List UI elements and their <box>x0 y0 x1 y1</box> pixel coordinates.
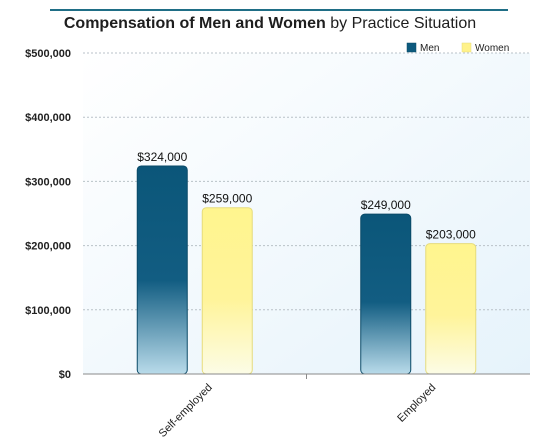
x-tick-label: Employed <box>395 382 438 425</box>
bar-women-employed <box>425 243 477 375</box>
legend: Men Women <box>406 42 509 54</box>
y-tick-label: $200,000 <box>25 241 71 253</box>
title-rule <box>50 9 508 11</box>
y-tick-label: $400,000 <box>25 112 71 124</box>
y-axis: $0 $100,000 $200,000 $300,000 $400,000 $500,0… <box>25 48 71 381</box>
x-axis: Self-employed Employed <box>83 373 530 440</box>
x-tick-label: Self-employed <box>157 382 215 440</box>
y-tick-label: $0 <box>59 369 71 381</box>
data-label: $203,000 <box>426 228 476 242</box>
legend-label-men: Men <box>420 43 439 54</box>
chart-title-bold: Compensation of Men and Women <box>63 15 326 32</box>
bar-men-self-employed <box>136 165 188 375</box>
data-label: $249,000 <box>361 198 411 212</box>
y-tick-label: $100,000 <box>25 305 71 317</box>
chart-title: Compensation of Men and Women by Practic… <box>0 15 540 33</box>
bar-women-self-employed <box>201 207 253 375</box>
legend-swatch-men <box>406 42 417 53</box>
data-label: $324,000 <box>137 150 187 164</box>
y-tick-label: $300,000 <box>25 176 71 188</box>
chart-title-rest: by Practice Situation <box>325 15 477 32</box>
y-tick-label: $500,000 <box>25 48 71 60</box>
bars: $324,000 $259,000 $249,000 $203,000 <box>136 150 477 375</box>
legend-label-women: Women <box>475 43 509 54</box>
legend-swatch-women <box>461 42 472 53</box>
data-label: $259,000 <box>202 192 252 206</box>
bar-men-employed <box>360 213 412 375</box>
